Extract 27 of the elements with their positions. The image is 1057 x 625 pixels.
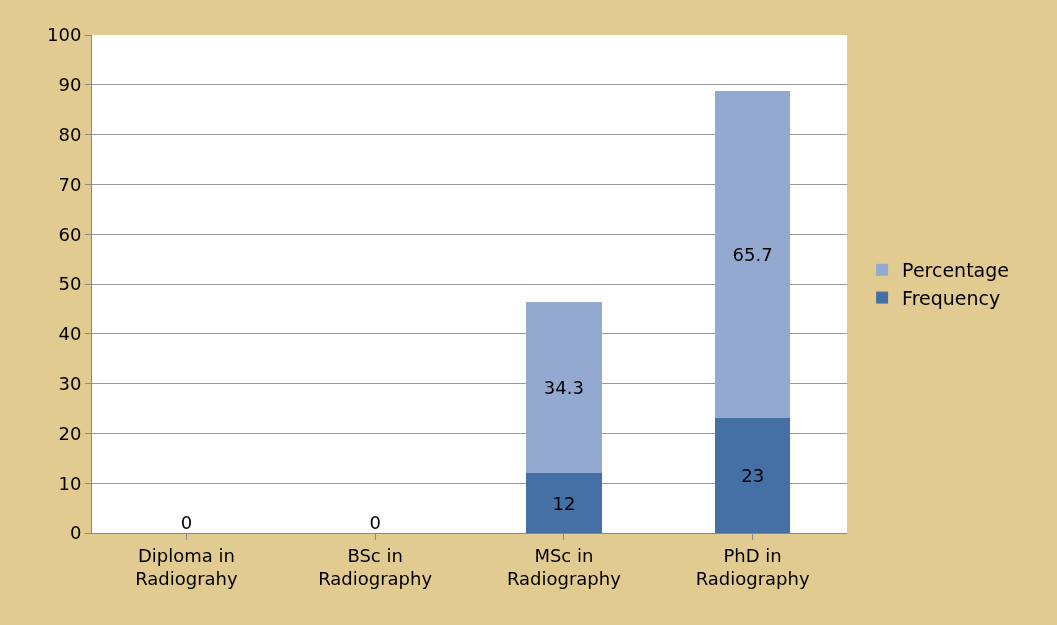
data-label: 12 xyxy=(552,492,576,514)
y-tick-label: 60 xyxy=(58,223,82,245)
legend-label: Percentage xyxy=(902,259,1009,282)
bar xyxy=(526,473,602,533)
bar xyxy=(714,418,791,533)
y-tick-label: 90 xyxy=(58,74,82,96)
x-tick-label: BSc in Radiography xyxy=(318,544,433,589)
data-label: 65.7 xyxy=(732,244,773,266)
legend-label: Frequency xyxy=(902,286,1001,309)
y-tick-label: 20 xyxy=(58,422,82,444)
y-tick-label: 80 xyxy=(58,123,82,145)
x-tick-label: MSc in Radiography xyxy=(506,544,622,589)
y-tick-label: 50 xyxy=(58,273,82,295)
bar xyxy=(714,91,791,419)
data-label: 34.3 xyxy=(543,377,584,399)
data-label: 23 xyxy=(741,465,765,487)
y-tick-label: 30 xyxy=(58,372,82,394)
y-tick-label: 70 xyxy=(58,173,82,195)
y-tick-label: 40 xyxy=(58,323,82,345)
bar xyxy=(526,302,602,474)
y-tick-label: 10 xyxy=(58,472,82,494)
y-tick-label: 100 xyxy=(47,24,82,46)
x-tick-label: PhD in Radiography xyxy=(695,544,810,589)
data-label: 0 xyxy=(180,511,193,533)
x-tick-label: Diploma in Radiograhy xyxy=(135,544,238,589)
y-tick-label: 0 xyxy=(69,522,82,544)
data-label: 0 xyxy=(369,511,381,533)
